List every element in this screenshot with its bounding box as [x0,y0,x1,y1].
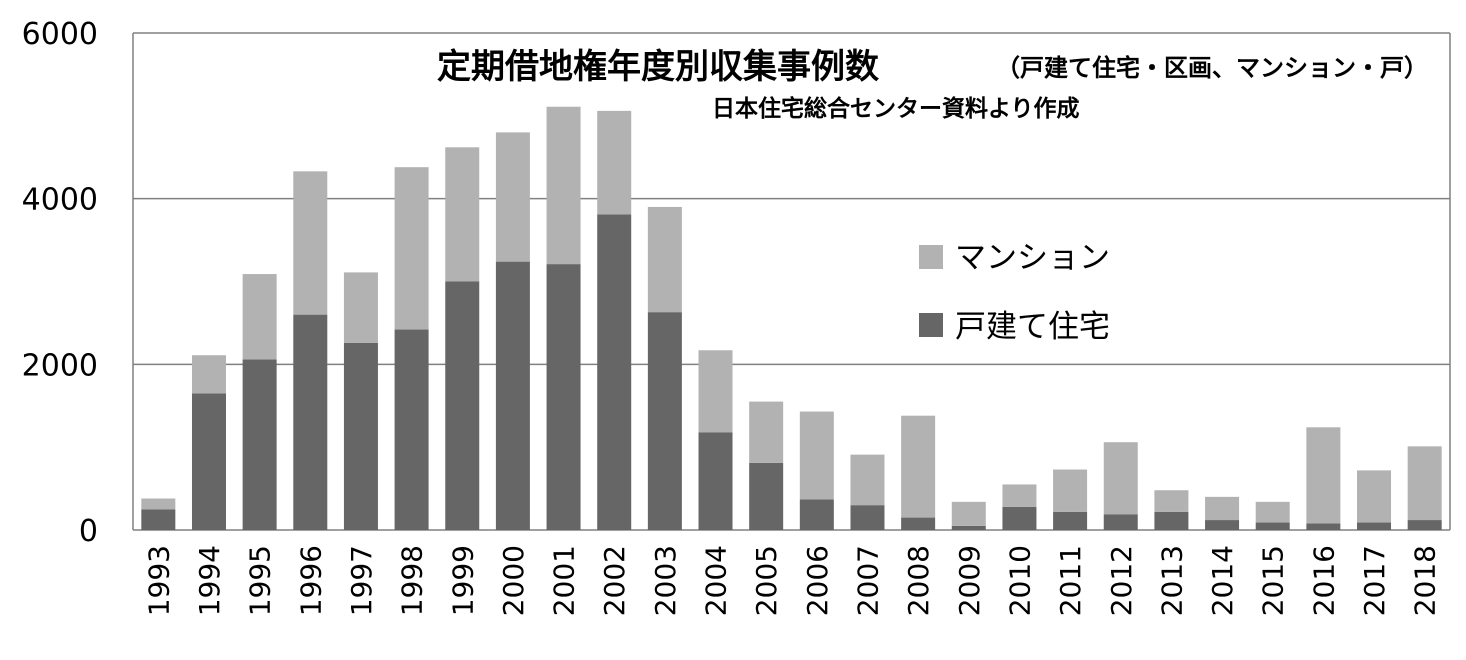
bar-detached-house-2008 [901,517,936,530]
bar-mansion-2016 [1306,427,1341,524]
x-tick-label: 1993 [142,545,175,616]
bar-mansion-2003 [647,206,682,313]
bar-mansion-2005 [749,401,784,463]
axis-layer: 0 2000 4000 6000 1993 1994 1995 1996 1997 1998 199… [22,17,1442,616]
x-tick-label: 2013 [1155,545,1188,616]
x-tick-label: 1995 [244,545,277,616]
bar-detached-house-2014 [1205,520,1240,530]
bar-mansion-1998 [394,167,429,330]
bar-mansion-2017 [1357,470,1392,523]
bar-mansion-1993 [141,498,176,510]
bar-detached-house-1994 [191,393,226,530]
bar-mansion-2009 [951,501,986,526]
legend-swatch-detached-house [919,313,943,337]
bar-mansion-2004 [698,350,733,433]
bar-detached-house-1997 [343,342,378,530]
x-tick-label: 2004 [700,545,733,616]
x-tick-label: 2011 [1054,545,1087,616]
bar-mansion-2015 [1255,501,1290,523]
bar-detached-house-1999 [445,281,480,530]
x-tick-label: 2017 [1358,545,1391,616]
title-block: 定期借地権年度別収集事例数 （戸建て住宅・区画、マンション・戸） 日本住宅総合セ… [437,47,1428,122]
bar-detached-house-2010 [1002,506,1037,530]
bar-mansion-2001 [546,106,581,265]
x-tick-label: 1999 [446,545,479,616]
legend: マンション 戸建て住宅 [919,240,1110,345]
x-tick-label: 2018 [1409,545,1442,616]
bar-mansion-2014 [1205,496,1240,521]
x-tick-label: 2000 [497,545,530,616]
bar-detached-house-2001 [546,264,581,530]
legend-label-detached-house: 戸建て住宅 [955,309,1110,345]
bar-mansion-2002 [597,110,632,215]
bar-detached-house-2013 [1154,511,1189,530]
x-tick-label: 2005 [750,545,783,616]
bar-detached-house-2018 [1407,520,1442,530]
x-tick-label: 2001 [548,545,581,616]
bar-detached-house-2003 [647,312,682,530]
bar-detached-house-2015 [1255,522,1290,530]
x-tick-label: 2009 [953,545,986,616]
x-tick-label: 1997 [345,545,378,616]
chart-subtitle: （戸建て住宅・区画、マンション・戸） [996,54,1428,82]
x-tick-label: 2007 [851,545,884,616]
bar-mansion-1996 [293,171,328,315]
bar-mansion-2018 [1407,446,1442,521]
bar-mansion-2008 [901,415,936,518]
bar-detached-house-1995 [242,359,277,530]
bar-mansion-2010 [1002,484,1037,507]
bar-mansion-2007 [850,454,885,506]
bar-detached-house-2016 [1306,523,1341,530]
x-tick-label: 2012 [1105,545,1138,616]
bar-mansion-2013 [1154,490,1189,512]
bar-detached-house-2005 [749,462,784,530]
bar-detached-house-2009 [951,525,986,530]
bar-detached-house-2007 [850,505,885,530]
x-tick-label: 2014 [1206,545,1239,616]
x-tick-label: 2015 [1257,545,1290,616]
y-tick-label: 6000 [22,17,98,52]
legend-swatch-mansion [919,245,943,269]
x-tick-label: 2016 [1307,545,1340,616]
y-tick-label: 2000 [22,348,98,383]
bar-mansion-1997 [343,272,378,343]
x-tick-label: 2003 [649,545,682,616]
y-tick-label: 4000 [22,183,98,218]
bar-mansion-2000 [495,132,530,262]
y-tick-label: 0 [79,514,98,549]
bar-mansion-2012 [1103,442,1138,515]
bar-detached-house-1998 [394,329,429,530]
bar-mansion-1999 [445,147,480,282]
bar-detached-house-1993 [141,509,176,530]
x-tick-label: 2008 [902,545,935,616]
bar-detached-house-2012 [1103,514,1138,530]
bar-mansion-2011 [1053,469,1088,512]
x-tick-label: 2002 [598,545,631,616]
legend-label-mansion: マンション [955,240,1110,276]
chart-title: 定期借地権年度別収集事例数 [437,47,879,87]
bar-mansion-1995 [242,274,277,360]
chart-source-note: 日本住宅総合センター資料より作成 [712,95,1080,122]
bar-detached-house-2006 [799,499,834,530]
bar-mansion-2006 [799,411,834,500]
x-tick-label: 1998 [396,545,429,616]
bar-detached-house-2002 [597,214,632,530]
bar-detached-house-2011 [1053,511,1088,530]
x-tick-label: 2010 [1003,545,1036,616]
bar-detached-house-1996 [293,314,328,530]
bar-mansion-1994 [191,355,226,394]
bars-layer [141,106,1442,530]
x-tick-label: 1996 [294,545,327,616]
bar-detached-house-2017 [1357,522,1392,530]
x-tick-label: 2006 [801,545,834,616]
x-tick-label: 1994 [193,545,226,616]
bar-detached-house-2000 [495,261,530,530]
bar-detached-house-2004 [698,432,733,530]
